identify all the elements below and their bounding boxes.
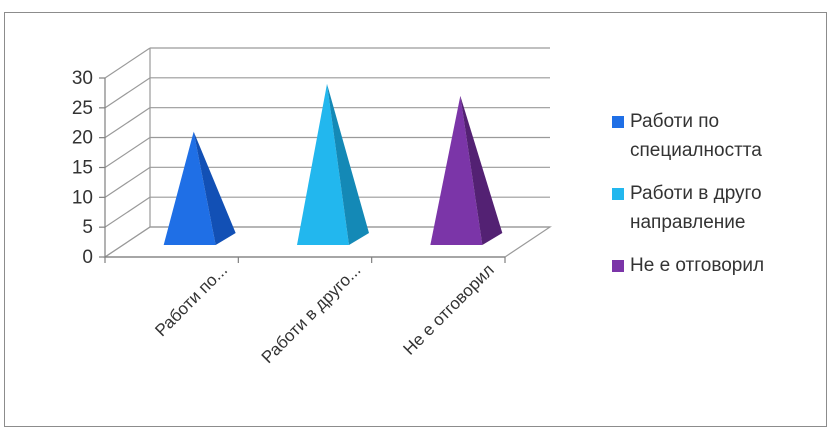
y-tick-label: 20: [72, 128, 93, 149]
legend-label-1: Работи в друго направление: [630, 183, 762, 233]
pyramid-bars: [163, 83, 503, 246]
pyramid-side-face: [193, 131, 236, 245]
legend-item-2: Не е отговорил: [612, 251, 827, 280]
legend: Работи по специалността Работи в друго н…: [612, 107, 827, 294]
x-category-label: Работи в друго...: [258, 260, 365, 367]
pyramid-front-face: [163, 131, 216, 245]
pyramid-front-face: [430, 95, 483, 245]
chart-frame: [4, 12, 827, 427]
pyramid-bar-0: [163, 131, 236, 245]
legend-swatch-0: [612, 116, 624, 128]
pyramid-side-face: [460, 95, 503, 245]
gridline-side: [104, 137, 151, 168]
y-tick-label: 15: [72, 158, 93, 179]
pyramid-side-face: [327, 83, 369, 246]
x-category-label: Работи по...: [151, 260, 231, 340]
gridline-side: [104, 166, 151, 198]
legend-swatch-1: [612, 188, 624, 200]
legend-swatch-2: [612, 260, 624, 272]
legend-label-2: Не е отговорил: [630, 255, 765, 276]
y-tick-label: 5: [82, 217, 93, 238]
x-category-label: Не е отговорил: [400, 260, 498, 358]
y-tick-label: 0: [82, 247, 93, 268]
legend-item-0: Работи по специалността: [612, 107, 827, 165]
y-axis-ticks: 0 5 10 15 20 25 30: [72, 68, 105, 268]
gridline-side: [104, 107, 151, 139]
y-tick-label: 30: [72, 68, 93, 89]
y-tick-label: 10: [72, 187, 93, 208]
legend-label-0: Работи по специалността: [630, 111, 762, 161]
pyramid-bar-2: [430, 95, 503, 245]
x-axis-categories: Работи по... Работи в друго... Не е отгово…: [104, 257, 506, 367]
gridline-side: [104, 196, 151, 228]
y-tick-label: 25: [72, 98, 93, 119]
gridline-side: [104, 77, 151, 109]
legend-item-1: Работи в друго направление: [612, 179, 827, 237]
gridline-side: [104, 226, 151, 258]
gridline-side: [104, 47, 151, 79]
pyramid-bar-1: [297, 83, 369, 246]
pyramid-front-face: [297, 83, 349, 246]
